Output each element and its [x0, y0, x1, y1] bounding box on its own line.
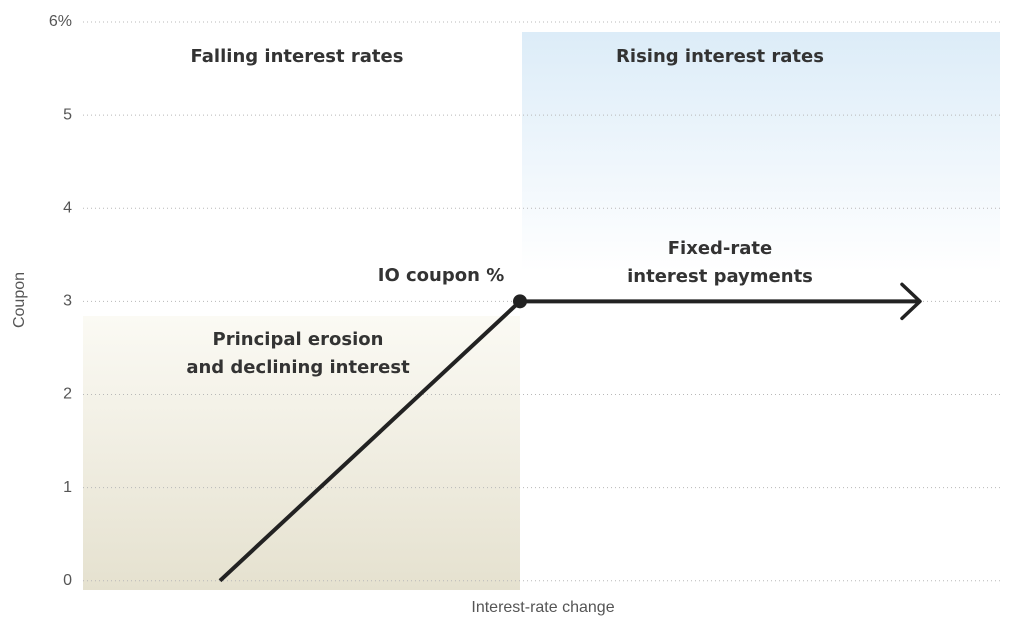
x-axis-label: Interest-rate change	[471, 599, 614, 616]
arrow-head	[900, 282, 922, 321]
y-tick-label: 3	[63, 293, 72, 310]
y-tick-label: 6%	[49, 13, 72, 30]
falling-region	[83, 316, 520, 590]
y-tick-label: 2	[63, 386, 72, 403]
y-tick-label: 4	[63, 199, 72, 216]
coupon-point	[513, 294, 527, 309]
annotation: interest payments	[627, 266, 813, 287]
annotation: Fixed-rate	[668, 238, 772, 259]
rising-region	[522, 32, 1000, 272]
annotation: and declining interest	[186, 357, 410, 378]
y-tick-label: 1	[63, 479, 72, 496]
annotation: Falling interest rates	[191, 46, 404, 67]
y-axis-label: Coupon	[11, 272, 28, 328]
annotation: Principal erosion	[213, 329, 384, 350]
annotation: IO coupon %	[378, 265, 504, 286]
regions	[83, 32, 1000, 590]
grid: 0 1 2 3 4 5 6%	[49, 13, 1000, 589]
y-tick-label: 0	[63, 572, 72, 589]
y-tick-label: 5	[63, 106, 72, 123]
annotation: Rising interest rates	[616, 46, 824, 67]
plot: Falling interest rates Rising interest ra…	[186, 46, 922, 583]
